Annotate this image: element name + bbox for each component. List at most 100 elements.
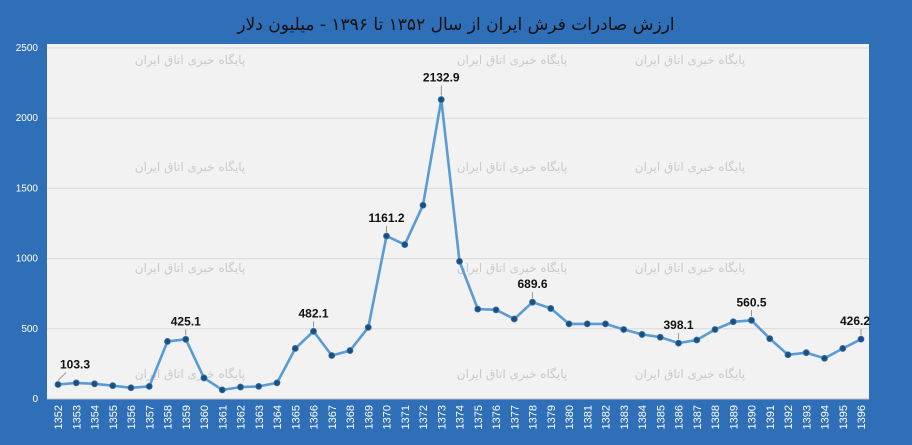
x-tick-label: 1361 <box>217 405 229 429</box>
data-point <box>164 338 171 345</box>
y-tick-label: 0 <box>32 394 38 405</box>
y-tick-label: 1000 <box>16 254 39 265</box>
gridlines <box>47 47 869 400</box>
data-point <box>784 351 792 359</box>
x-tick-label: 1382 <box>601 405 613 429</box>
data-point <box>237 383 244 391</box>
data-point <box>857 335 865 343</box>
watermark-text: پایگاه خبری اتاق ایران <box>457 53 567 68</box>
x-tick-label: 1373 <box>436 405 448 429</box>
x-tick-label: 1360 <box>199 405 211 429</box>
data-label: 482.1 <box>298 306 328 320</box>
data-point <box>109 382 117 390</box>
data-point <box>821 354 828 362</box>
x-tick-label: 1374 <box>455 405 467 429</box>
data-label-leader <box>57 372 67 381</box>
data-point <box>200 374 208 382</box>
data-label: 1161.2 <box>368 211 404 225</box>
data-point <box>638 331 646 338</box>
x-tick-label: 1395 <box>838 405 850 429</box>
data-point <box>693 336 701 344</box>
x-tick-label: 1389 <box>728 405 740 429</box>
x-tick-label: 1357 <box>144 405 156 429</box>
data-point <box>419 201 427 209</box>
watermark-text: پایگاه خبری اتاق ایران <box>635 367 745 382</box>
watermark-text: پایگاه خبری اتاق ایران <box>457 160 567 175</box>
data-point <box>729 318 737 326</box>
data-point <box>802 349 810 357</box>
data-point <box>583 320 591 328</box>
data-label: 689.6 <box>517 277 547 291</box>
data-point <box>310 327 317 335</box>
x-tick-label: 1369 <box>363 405 375 429</box>
y-tick-label: 500 <box>21 324 38 335</box>
x-tick-label: 1383 <box>619 405 631 429</box>
x-tick-label: 1387 <box>692 405 704 429</box>
x-tick-label: 1355 <box>108 405 120 429</box>
x-tick-label: 1388 <box>710 405 722 429</box>
watermark-text: پایگاه خبری اتاق ایران <box>635 160 745 175</box>
data-point <box>602 320 609 328</box>
series-markers <box>54 96 865 394</box>
x-tick-label: 1376 <box>491 405 503 429</box>
y-tick-label: 1500 <box>16 183 39 194</box>
data-point <box>748 316 755 324</box>
watermark-text: پایگاه خبری اتاق ایران <box>457 261 567 276</box>
x-tick-label: 1380 <box>564 405 576 429</box>
data-point <box>510 315 518 323</box>
x-tick-label: 1381 <box>582 405 594 429</box>
data-labels: 103.3 425.1 482.1 1161.2 2132.9 689.6 398.1 560… <box>57 71 870 381</box>
chart-title: ارزش صادرات فرش ایران از سال ۱۳۵۲ تا ۱۳۹… <box>236 15 674 35</box>
data-point <box>675 339 682 347</box>
data-label: 398.1 <box>663 318 693 332</box>
x-tick-label: 1367 <box>327 405 339 429</box>
x-tick-label: 1394 <box>820 405 832 429</box>
x-tick-label: 1370 <box>382 405 394 429</box>
x-tick-label: 1375 <box>473 405 485 429</box>
data-point <box>346 347 354 354</box>
watermark-text: پایگاه خبری اتاق ایران <box>135 367 245 382</box>
x-tick-label: 1391 <box>765 405 777 429</box>
data-point <box>291 345 299 352</box>
x-tick-label: 1392 <box>783 405 795 429</box>
data-label: 560.5 <box>736 295 766 309</box>
x-tick-label: 1372 <box>418 405 430 429</box>
watermark-text: پایگاه خبری اتاق ایران <box>135 261 245 276</box>
x-tick-label: 1358 <box>163 405 175 429</box>
watermark-layer: پایگاه خبری اتاق ایران پایگاه خبری اتاق ا… <box>135 53 745 382</box>
x-tick-label: 1359 <box>181 405 193 429</box>
x-tick-label: 1378 <box>528 405 540 429</box>
data-point <box>127 384 135 392</box>
x-axis-ticks: 1352 1353 1354 1355 1356 1357 1358 1359 1360 1361… <box>53 405 868 429</box>
watermark-text: پایگاه خبری اتاق ایران <box>457 367 567 382</box>
x-tick-label: 1393 <box>801 405 813 429</box>
data-point <box>182 335 190 343</box>
data-point <box>474 305 482 313</box>
watermark-text: پایگاه خبری اتاق ایران <box>635 53 745 68</box>
data-label: 425.1 <box>171 314 201 328</box>
data-point <box>364 323 372 331</box>
data-point <box>54 381 62 388</box>
data-point <box>383 232 390 240</box>
x-tick-label: 1362 <box>236 405 248 429</box>
x-tick-label: 1354 <box>90 405 102 429</box>
data-label: 2132.9 <box>423 71 460 85</box>
data-point <box>565 320 573 328</box>
data-label: 426.2 <box>840 314 870 328</box>
y-tick-label: 2000 <box>16 113 39 124</box>
data-point <box>529 298 536 306</box>
data-point <box>91 380 98 388</box>
x-tick-label: 1379 <box>546 405 558 429</box>
y-axis-ticks: 0 500 1000 1500 2000 2500 <box>16 43 39 405</box>
data-point <box>711 326 719 333</box>
y-tick-label: 2500 <box>16 43 39 54</box>
x-tick-label: 1390 <box>747 405 759 429</box>
data-point <box>328 352 336 359</box>
data-point <box>620 326 628 333</box>
x-tick-label: 1384 <box>637 405 649 429</box>
data-label: 103.3 <box>60 357 90 371</box>
data-point <box>145 382 153 390</box>
x-tick-label: 1366 <box>309 405 321 429</box>
